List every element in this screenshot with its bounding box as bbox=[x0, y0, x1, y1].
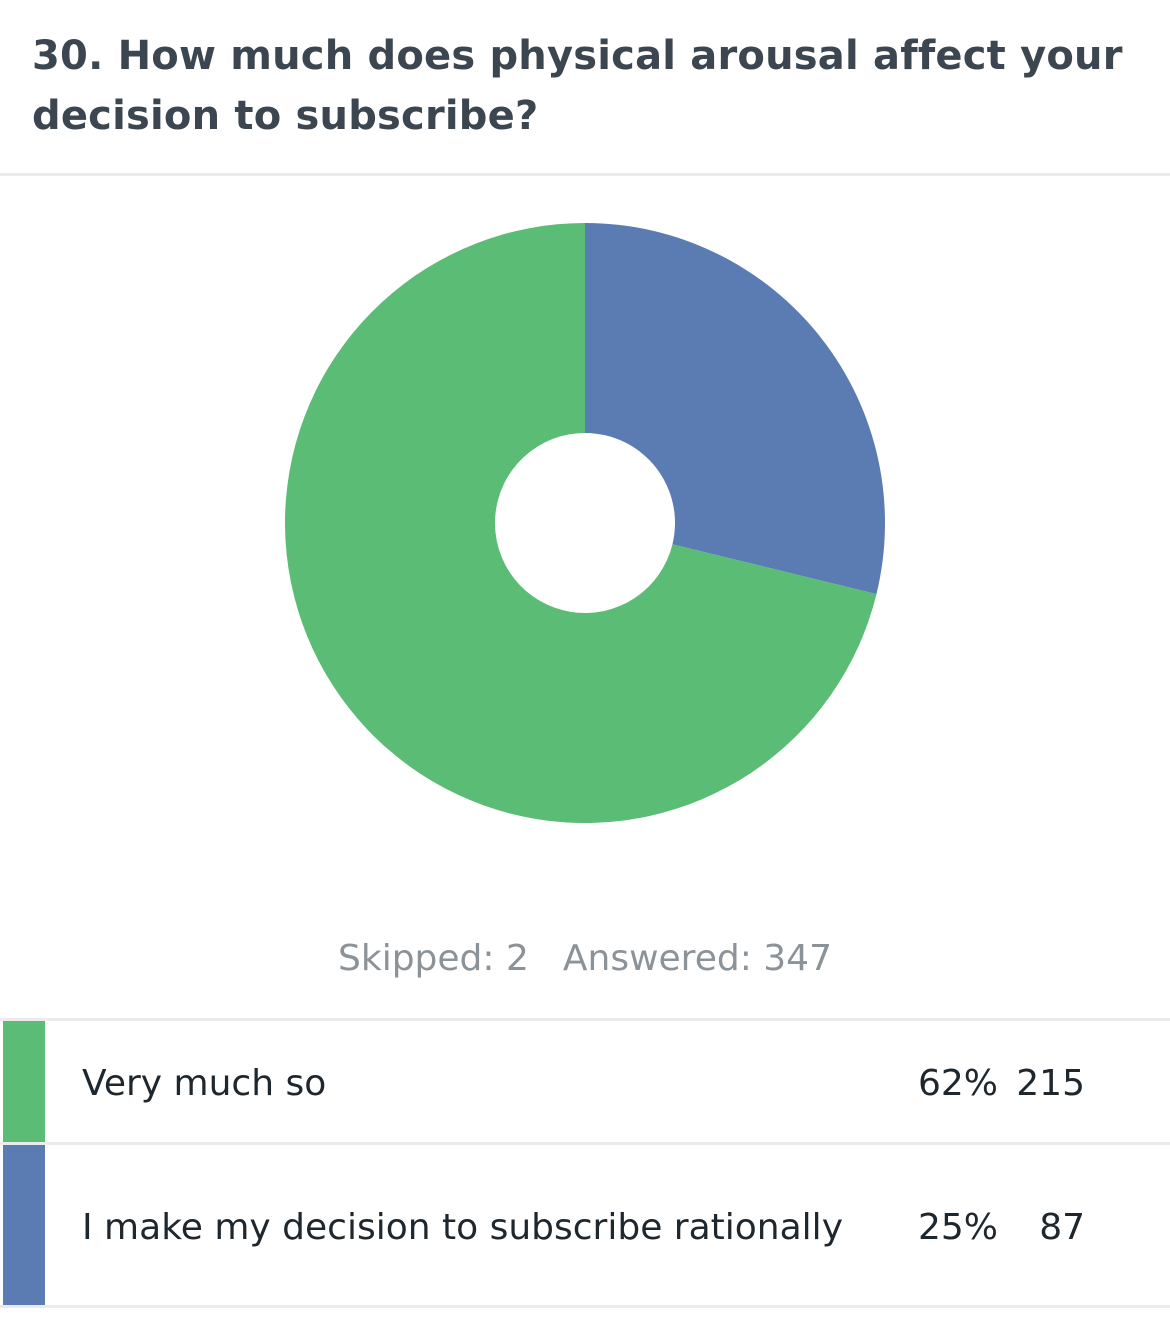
question-header: 30. How much does physical arousal affec… bbox=[0, 0, 1170, 176]
legend-swatch bbox=[3, 1021, 45, 1142]
legend-row: I make my decision to subscribe rational… bbox=[0, 1142, 1170, 1308]
skipped-count: Skipped: 2 bbox=[338, 938, 529, 979]
response-stats: Skipped: 2 Answered: 347 bbox=[0, 938, 1170, 979]
answered-count: Answered: 347 bbox=[562, 938, 832, 979]
legend-label: Very much so bbox=[82, 1063, 327, 1104]
legend-count: 87 bbox=[1039, 1207, 1085, 1248]
legend-table: Very much so 62% 215 I make my decision … bbox=[0, 1018, 1170, 1308]
donut-slice-rationally bbox=[585, 223, 885, 595]
donut-chart bbox=[0, 179, 1170, 879]
legend-percent: 62% bbox=[917, 1063, 998, 1104]
question-title: 30. How much does physical arousal affec… bbox=[32, 33, 1123, 139]
legend-count: 215 bbox=[1016, 1063, 1085, 1104]
legend-row: Very much so 62% 215 bbox=[0, 1018, 1170, 1142]
donut-chart-svg bbox=[284, 223, 885, 823]
legend-swatch bbox=[3, 1145, 45, 1305]
legend-percent: 25% bbox=[917, 1207, 998, 1248]
legend-label: I make my decision to subscribe rational… bbox=[82, 1207, 843, 1248]
donut-slice-very-much-so bbox=[284, 223, 877, 823]
